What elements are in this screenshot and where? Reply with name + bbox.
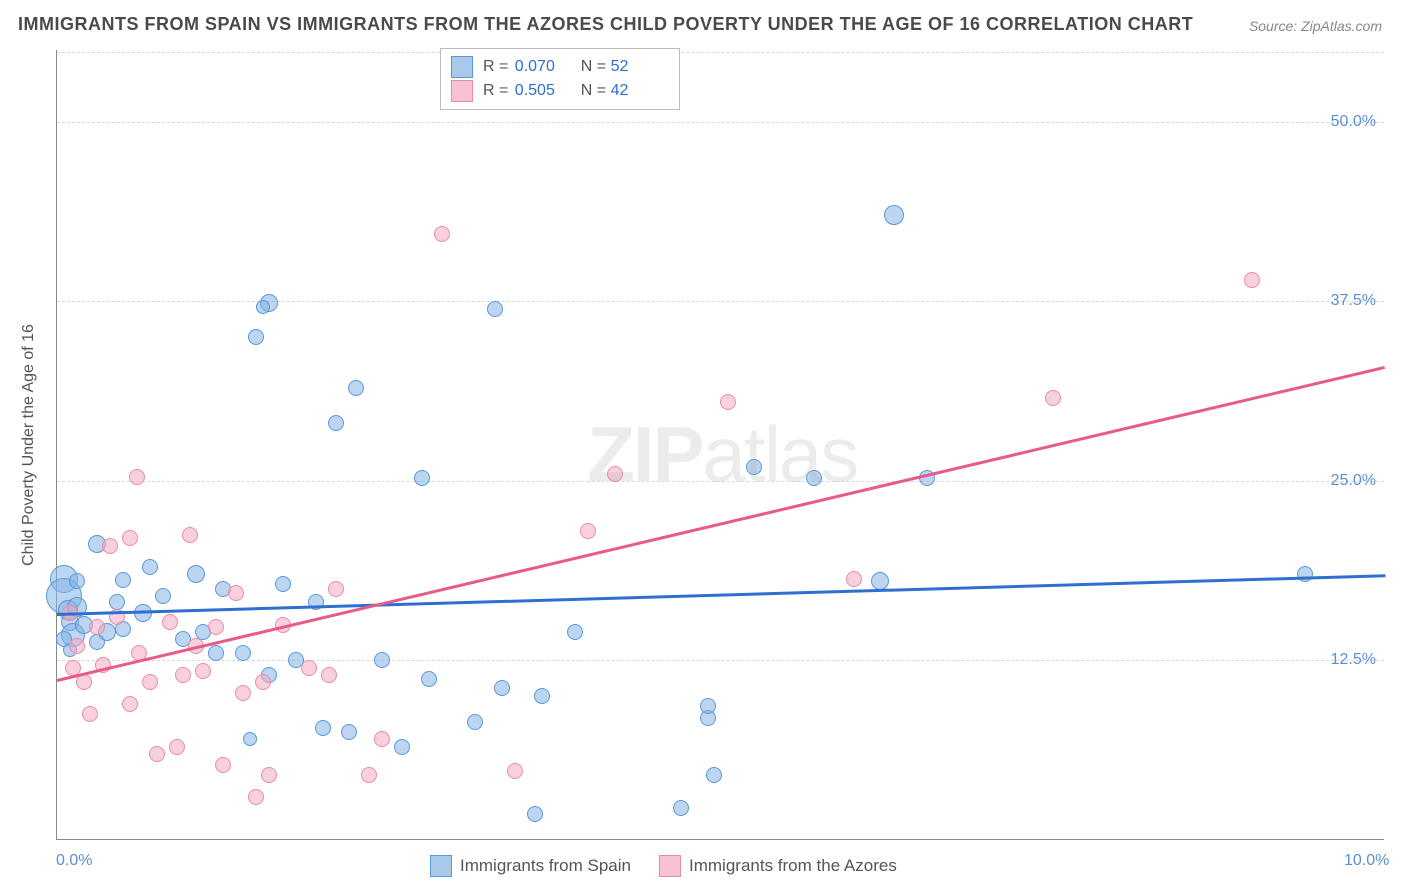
scatter-point-azores — [361, 767, 377, 783]
y-tick-label: 25.0% — [1331, 472, 1376, 490]
legend-swatch — [430, 855, 452, 877]
scatter-point-azores — [328, 581, 344, 597]
scatter-point-azores — [301, 660, 317, 676]
grid-line — [57, 481, 1384, 482]
scatter-point-spain — [421, 671, 437, 687]
scatter-point-azores — [321, 667, 337, 683]
scatter-point-spain — [534, 688, 550, 704]
scatter-point-spain — [884, 205, 904, 225]
scatter-point-azores — [122, 530, 138, 546]
grid-line — [57, 52, 1384, 53]
scatter-point-azores — [208, 619, 224, 635]
legend-series: Immigrants from Spain Immigrants from the… — [430, 855, 897, 877]
scatter-point-spain — [248, 329, 264, 345]
chart-title: IMMIGRANTS FROM SPAIN VS IMMIGRANTS FROM… — [18, 14, 1193, 35]
scatter-point-spain — [256, 300, 270, 314]
regression-line-spain — [57, 574, 1385, 615]
legend-swatch — [451, 56, 473, 78]
scatter-point-azores — [169, 739, 185, 755]
scatter-point-spain — [527, 806, 543, 822]
scatter-point-azores — [82, 706, 98, 722]
scatter-point-azores — [122, 696, 138, 712]
scatter-point-azores — [1244, 272, 1260, 288]
scatter-point-spain — [208, 645, 224, 661]
scatter-point-azores — [846, 571, 862, 587]
scatter-point-spain — [187, 565, 205, 583]
scatter-point-spain — [243, 732, 257, 746]
legend-label: Immigrants from the Azores — [689, 856, 897, 876]
scatter-point-azores — [507, 763, 523, 779]
scatter-point-azores — [175, 667, 191, 683]
legend-label: Immigrants from Spain — [460, 856, 631, 876]
grid-line — [57, 660, 1384, 661]
scatter-point-azores — [129, 469, 145, 485]
scatter-point-azores — [248, 789, 264, 805]
scatter-point-azores — [149, 746, 165, 762]
legend-item-azores: Immigrants from the Azores — [659, 855, 897, 877]
scatter-point-spain — [494, 680, 510, 696]
legend-stats: R = 0.070N = 52 — [483, 55, 665, 79]
scatter-point-azores — [228, 585, 244, 601]
scatter-point-azores — [235, 685, 251, 701]
scatter-point-azores — [215, 757, 231, 773]
scatter-point-spain — [155, 588, 171, 604]
scatter-point-azores — [182, 527, 198, 543]
scatter-point-azores — [607, 466, 623, 482]
scatter-point-spain — [142, 559, 158, 575]
scatter-point-azores — [195, 663, 211, 679]
scatter-point-azores — [261, 767, 277, 783]
x-tick-label: 10.0% — [1344, 852, 1389, 870]
y-tick-label: 50.0% — [1331, 113, 1376, 131]
scatter-point-spain — [487, 301, 503, 317]
scatter-point-azores — [580, 523, 596, 539]
scatter-point-azores — [69, 638, 85, 654]
scatter-point-azores — [89, 619, 105, 635]
scatter-point-spain — [1297, 566, 1313, 582]
scatter-point-spain — [374, 652, 390, 668]
plot-area: 12.5% 25.0% 37.5% 50.0% — [56, 50, 1384, 840]
scatter-point-spain — [700, 698, 716, 714]
legend-item-spain: Immigrants from Spain — [430, 855, 631, 877]
scatter-point-azores — [162, 614, 178, 630]
legend-correlation: R = 0.070N = 52R = 0.505N = 42 — [440, 48, 680, 110]
scatter-point-azores — [720, 394, 736, 410]
scatter-point-azores — [255, 674, 271, 690]
source-label: Source: ZipAtlas.com — [1249, 18, 1382, 34]
y-tick-label: 12.5% — [1331, 651, 1376, 669]
scatter-point-spain — [275, 576, 291, 592]
legend-row-azores: R = 0.505N = 42 — [451, 79, 665, 103]
scatter-point-spain — [341, 724, 357, 740]
regression-line-azores — [57, 366, 1386, 682]
scatter-point-spain — [673, 800, 689, 816]
scatter-point-spain — [315, 720, 331, 736]
legend-row-spain: R = 0.070N = 52 — [451, 55, 665, 79]
scatter-point-azores — [374, 731, 390, 747]
scatter-point-spain — [69, 573, 85, 589]
scatter-point-spain — [746, 459, 762, 475]
scatter-point-spain — [806, 470, 822, 486]
scatter-point-spain — [467, 714, 483, 730]
scatter-point-spain — [567, 624, 583, 640]
scatter-point-azores — [1045, 390, 1061, 406]
y-tick-label: 37.5% — [1331, 292, 1376, 310]
legend-swatch — [659, 855, 681, 877]
scatter-point-spain — [394, 739, 410, 755]
x-tick-label: 0.0% — [56, 852, 92, 870]
scatter-point-spain — [348, 380, 364, 396]
scatter-point-spain — [109, 594, 125, 610]
scatter-point-spain — [414, 470, 430, 486]
grid-line — [57, 122, 1384, 123]
scatter-point-spain — [328, 415, 344, 431]
legend-swatch — [451, 80, 473, 102]
scatter-point-spain — [115, 572, 131, 588]
scatter-point-spain — [235, 645, 251, 661]
scatter-point-spain — [706, 767, 722, 783]
scatter-point-azores — [434, 226, 450, 242]
scatter-point-azores — [102, 538, 118, 554]
y-axis-label: Child Poverty Under the Age of 16 — [20, 324, 38, 566]
scatter-point-azores — [142, 674, 158, 690]
legend-stats: R = 0.505N = 42 — [483, 79, 665, 103]
